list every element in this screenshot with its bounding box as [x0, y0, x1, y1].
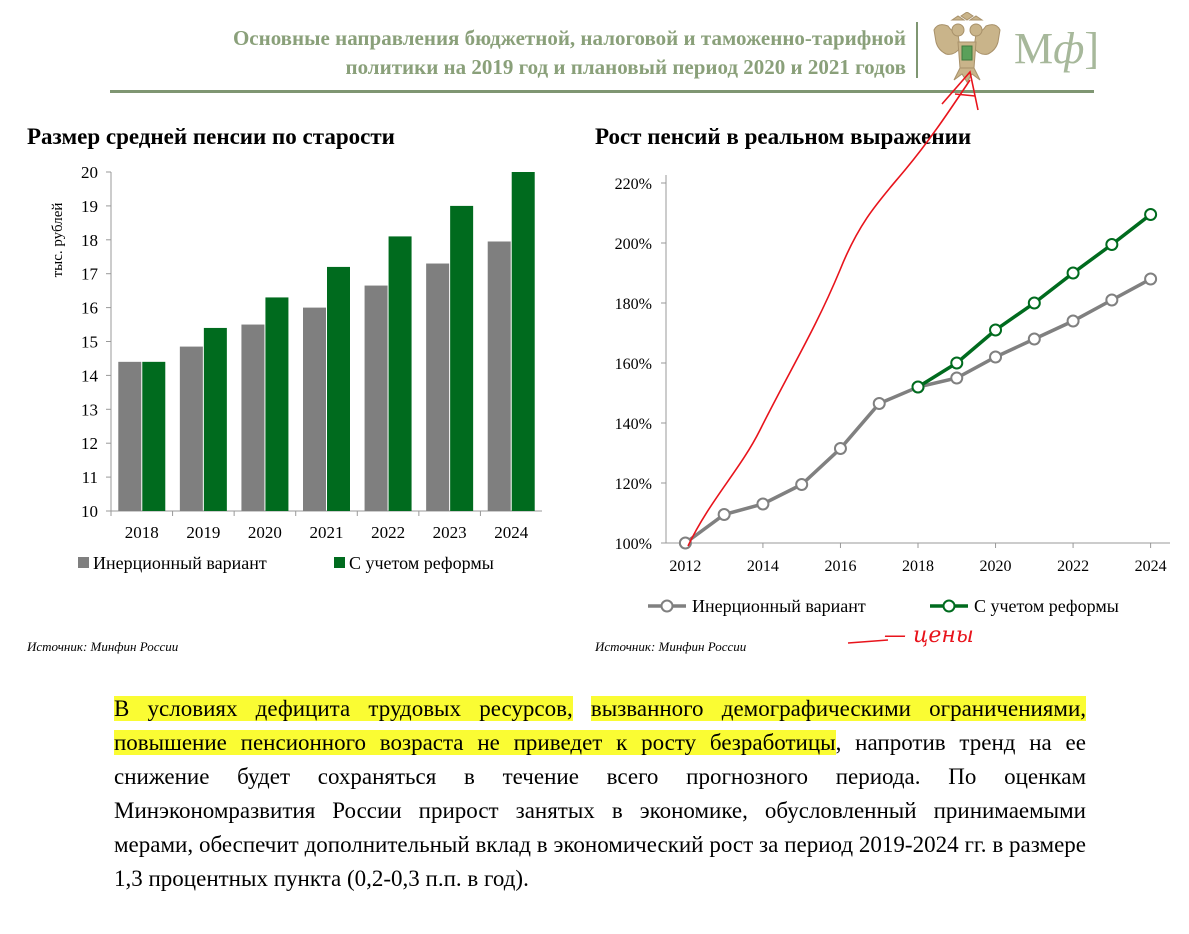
bar-inertial: [426, 263, 450, 511]
x-tick-label: 2024: [494, 523, 529, 542]
y-tick-label: 11: [82, 468, 98, 487]
bar-reform: [511, 172, 535, 511]
legend-marker: [942, 599, 956, 613]
bar-inertial: [364, 285, 388, 511]
x-tick-label: 2023: [433, 523, 467, 542]
y-tick-label: 15: [81, 333, 98, 352]
x-tick-label: 2014: [747, 558, 779, 575]
point-inertial: [1144, 272, 1158, 286]
point-inertial: [678, 536, 692, 550]
legend-swatch: [334, 557, 345, 568]
x-tick-label: 2022: [371, 523, 405, 542]
point-reform: [950, 356, 964, 370]
x-tick-label: 2012: [669, 558, 701, 575]
legend-marker: [660, 599, 674, 613]
y-tick-label: 120%: [615, 476, 652, 493]
right-chart-source: Источник: Минфин России: [595, 639, 747, 654]
body-paragraph: В условиях дефицита трудовых ресурсов, в…: [114, 692, 1086, 896]
bar-inertial: [179, 346, 203, 511]
y-tick-label: 17: [81, 265, 99, 284]
y-tick-label: 13: [81, 400, 98, 419]
legend-swatch: [78, 557, 89, 568]
left-chart-title: Размер средней пенсии по старости: [27, 124, 395, 149]
y-axis-label: тыс. рублей: [50, 203, 66, 278]
highlighted-text-2: вызванного демографическими ограничениям…: [590, 696, 1086, 721]
legend-label: С учетом реформы: [974, 596, 1119, 616]
point-reform: [1027, 296, 1041, 310]
point-inertial: [833, 442, 847, 455]
y-tick-label: 180%: [615, 296, 652, 313]
x-tick-label: 2021: [310, 523, 344, 542]
point-inertial: [1066, 314, 1080, 328]
x-tick-label: 2018: [902, 558, 934, 575]
bar-inertial: [303, 307, 326, 511]
coat-of-arms-icon: [928, 11, 1006, 88]
y-tick-label: 12: [81, 434, 98, 453]
logo-bracket: ]: [1084, 24, 1100, 73]
highlighted-text-3: повышение пенсионного возраста не привед…: [114, 730, 836, 755]
point-inertial: [1027, 332, 1041, 346]
highlighted-text-1: В условиях дефицита трудовых ресурсов,: [114, 696, 573, 721]
point-inertial: [756, 497, 770, 511]
point-inertial: [795, 478, 809, 491]
bar-inertial: [118, 361, 142, 511]
logo-letter-f: ф: [1053, 24, 1085, 73]
x-tick-label: 2016: [824, 558, 856, 575]
y-tick-label: 14: [81, 366, 99, 385]
point-reform: [1144, 208, 1158, 221]
y-tick-label: 200%: [615, 236, 652, 253]
bar-reform: [265, 297, 289, 511]
header-title-line1: Основные направления бюджетной, налогово…: [232, 26, 906, 50]
y-tick-label: 100%: [615, 536, 652, 553]
document-header-title: Основные направления бюджетной, налогово…: [106, 24, 906, 82]
header-rule: [110, 90, 1094, 93]
bar-reform: [450, 205, 474, 511]
y-tick-label: 140%: [615, 416, 652, 433]
bar-inertial: [241, 324, 265, 511]
bar-chart: 10 11 12 13 14 15 16 17 18 19 20 2018 2019 2020 2021 20…: [50, 163, 542, 573]
point-inertial: [989, 350, 1003, 364]
bar-reform: [388, 236, 412, 511]
legend-label: Инерционный вариант: [93, 553, 267, 573]
line-chart: 100% 120% 140% 160% 180% 200% 220% 2012 2014 2016…: [615, 175, 1170, 616]
bar-inertial: [487, 241, 511, 511]
right-chart-title: Рост пенсий в реальном выражении: [595, 124, 972, 149]
y-tick-label: 19: [81, 197, 98, 216]
y-tick-label: 160%: [615, 356, 652, 373]
point-reform: [989, 323, 1003, 337]
handwritten-dash: [847, 639, 889, 644]
bar-reform: [142, 361, 166, 511]
y-tick-label: 16: [81, 299, 98, 318]
line-inertial: [684, 277, 1152, 545]
header-title-line2: политики на 2019 год и плановый период 2…: [345, 55, 906, 79]
point-inertial: [717, 508, 731, 521]
point-inertial: [950, 371, 964, 385]
x-tick-label: 2020: [980, 558, 1012, 575]
x-tick-label: 2022: [1057, 558, 1089, 575]
x-tick-label: 2018: [125, 523, 159, 542]
minfin-logo: Мф]: [1014, 24, 1099, 74]
y-tick-label: 10: [81, 502, 98, 521]
header-divider: [916, 22, 918, 78]
bar-reform: [203, 327, 227, 511]
body-text-rest: , напротив тренд на ее снижение будет со…: [114, 730, 1086, 891]
y-tick-label: 18: [81, 231, 98, 250]
point-inertial: [1105, 293, 1119, 307]
legend-label: С учетом реформы: [349, 553, 494, 573]
y-tick-label: 20: [81, 163, 98, 182]
point-reform: [1105, 238, 1119, 251]
x-tick-label: 2019: [186, 523, 220, 542]
y-tick-label: 220%: [615, 176, 652, 193]
x-tick-label: 2020: [248, 523, 282, 542]
logo-letter-m: М: [1014, 24, 1054, 73]
point-reform: [1066, 266, 1080, 280]
point-reform: [911, 380, 925, 394]
left-chart-source: Источник: Минфин России: [27, 639, 179, 654]
point-inertial: [872, 397, 886, 410]
bar-reform: [327, 266, 350, 511]
x-tick-label: 2024: [1135, 558, 1167, 575]
legend-label: Инерционный вариант: [692, 596, 866, 616]
